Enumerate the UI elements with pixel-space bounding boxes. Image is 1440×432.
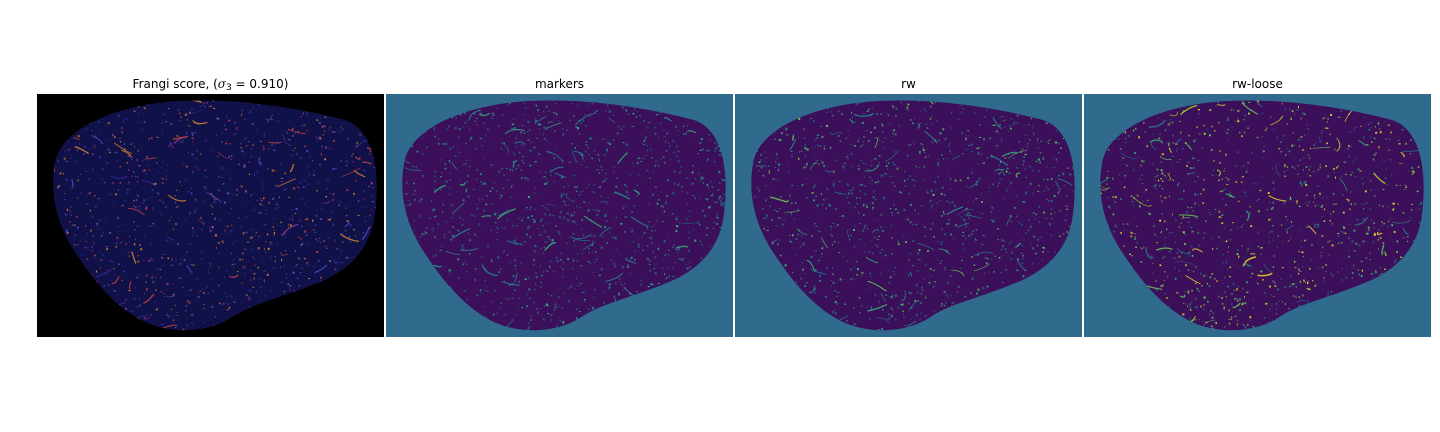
markers-image <box>386 94 733 337</box>
rw-image <box>735 94 1082 337</box>
panel-title-rw: rw <box>901 77 916 91</box>
frangi-score-image <box>37 94 384 337</box>
panel-title-frangi: Frangi score, (σ3 = 0.910) <box>132 77 289 93</box>
panel-title-rw-loose: rw-loose <box>1232 77 1283 91</box>
tissue-region <box>1100 100 1424 331</box>
panel-rw-loose: rw-loose <box>1084 75 1431 337</box>
panel-frangi: Frangi score, (σ3 = 0.910) <box>37 75 384 337</box>
tissue-region <box>53 100 377 331</box>
panel-rw: rw <box>735 75 1082 337</box>
rw-loose-image <box>1084 94 1431 337</box>
panel-title-markers: markers <box>534 77 585 91</box>
tissue-region <box>751 100 1075 331</box>
texture-overlay <box>751 100 1075 331</box>
panel-markers: markers <box>386 75 733 337</box>
